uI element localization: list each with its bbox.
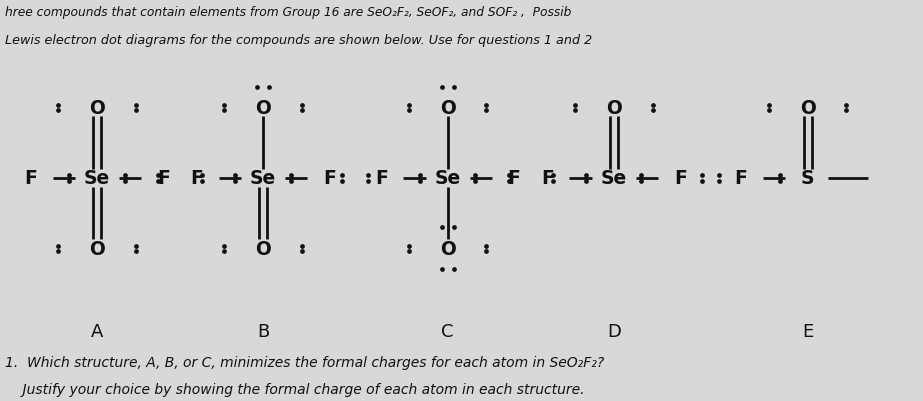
Text: hree compounds that contain elements from Group 16 are SeO₂F₂, SeOF₂, and SOF₂ ,: hree compounds that contain elements fro… (5, 6, 571, 19)
Text: F: F (157, 169, 170, 188)
Text: F: F (190, 169, 203, 188)
Text: O: O (605, 99, 622, 118)
Text: O: O (439, 99, 456, 118)
Text: F: F (508, 169, 521, 188)
Text: F: F (735, 169, 748, 188)
Text: Se: Se (250, 169, 276, 188)
Text: F: F (24, 169, 37, 188)
Text: S: S (801, 169, 814, 188)
Text: O: O (255, 239, 271, 258)
Text: E: E (802, 322, 813, 340)
Text: Lewis electron dot diagrams for the compounds are shown below. Use for questions: Lewis electron dot diagrams for the comp… (5, 34, 592, 47)
Text: D: D (606, 322, 621, 340)
Text: O: O (89, 99, 105, 118)
Text: Justify your choice by showing the formal charge of each atom in each structure.: Justify your choice by showing the forma… (5, 382, 584, 396)
Text: F: F (674, 169, 687, 188)
Text: 1.  Which structure, A, B, or C, minimizes the formal charges for each atom in S: 1. Which structure, A, B, or C, minimize… (5, 355, 604, 369)
Text: A: A (90, 322, 103, 340)
Text: B: B (257, 322, 270, 340)
Text: O: O (255, 99, 271, 118)
Text: O: O (89, 239, 105, 258)
Text: Se: Se (435, 169, 461, 188)
Text: F: F (323, 169, 336, 188)
Text: Se: Se (84, 169, 110, 188)
Text: F: F (541, 169, 554, 188)
Text: O: O (799, 99, 816, 118)
Text: C: C (441, 322, 454, 340)
Text: Se: Se (601, 169, 627, 188)
Text: O: O (439, 239, 456, 258)
Text: F: F (375, 169, 388, 188)
